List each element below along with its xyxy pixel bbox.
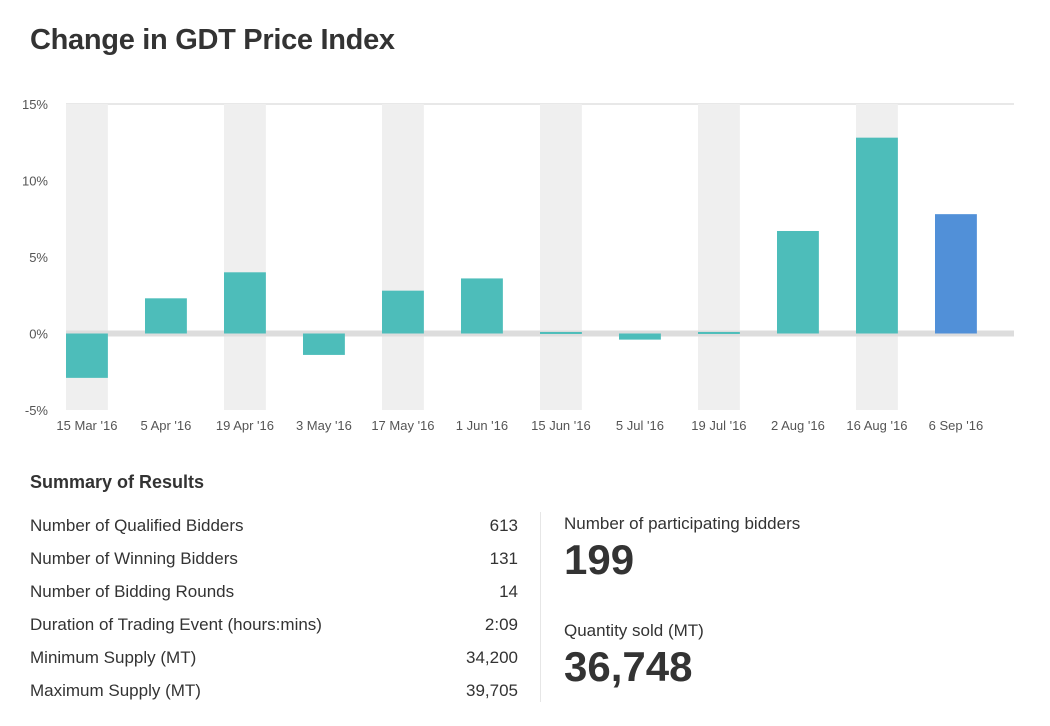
y-tick-label: 0%: [29, 327, 48, 342]
bar-11[interactable]: [856, 137, 898, 334]
x-tick-label: 2 Aug '16: [771, 418, 825, 433]
stat-label: Number of Winning Bidders: [30, 549, 238, 568]
background-band: [698, 104, 740, 410]
stat-row-bidding-rounds: Number of Bidding Rounds 14: [30, 578, 518, 611]
y-tick-label: 10%: [22, 174, 48, 189]
quantity-sold-value: 36,748: [564, 643, 693, 690]
participating-bidders-label: Number of participating bidders: [564, 514, 801, 533]
quantity-sold-label: Quantity sold (MT): [564, 621, 704, 640]
chart-title: Change in GDT Price Index: [30, 24, 395, 56]
summary-stats: Number of Qualified Bidders 613 Number o…: [30, 512, 518, 710]
stat-value: 613: [489, 516, 518, 535]
bar-1[interactable]: [66, 333, 108, 378]
bar-6[interactable]: [461, 278, 503, 334]
x-tick-label: 16 Aug '16: [846, 418, 907, 433]
background-band: [540, 104, 582, 410]
x-tick-label: 15 Mar '16: [56, 418, 117, 433]
stat-row-winning-bidders: Number of Winning Bidders 131: [30, 545, 518, 578]
bar-3[interactable]: [224, 272, 266, 334]
stat-label: Duration of Trading Event (hours:mins): [30, 615, 322, 634]
bar-12[interactable]: [935, 214, 977, 334]
summary-divider: [540, 512, 541, 702]
x-tick-label: 19 Apr '16: [216, 418, 274, 433]
price-index-bar-chart: 15% 10% 5% 0% -5% 15 Mar '16 5 Apr '16 19 Apr …: [22, 97, 1014, 433]
stat-value: 2:09: [484, 615, 518, 634]
x-tick-label: 17 May '16: [371, 418, 434, 433]
quantity-sold-block: Quantity sold (MT) 36,748: [564, 621, 704, 691]
y-tick-label: 5%: [29, 250, 48, 265]
stat-label: Maximum Supply (MT): [30, 681, 201, 700]
participating-bidders-block: Number of participating bidders 199: [564, 514, 800, 584]
stat-label: Number of Bidding Rounds: [30, 582, 235, 601]
y-tick-label: 15%: [22, 97, 48, 112]
stat-value: 39,705: [466, 681, 518, 700]
x-tick-label: 15 Jun '16: [531, 418, 591, 433]
background-band: [382, 104, 424, 410]
x-tick-label: 5 Jul '16: [616, 418, 664, 433]
bar-9[interactable]: [698, 331, 740, 334]
background-band: [224, 104, 266, 410]
bar-10[interactable]: [777, 230, 819, 334]
participating-bidders-value: 199: [564, 536, 635, 583]
stat-label: Minimum Supply (MT): [30, 648, 197, 667]
stat-row-minimum-supply: Minimum Supply (MT) 34,200: [30, 644, 518, 677]
summary-title: Summary of Results: [30, 472, 205, 492]
bar-5[interactable]: [382, 290, 424, 334]
stat-value: 131: [489, 549, 518, 568]
x-tick-label: 3 May '16: [296, 418, 352, 433]
stat-value: 14: [499, 582, 518, 601]
bar-8[interactable]: [619, 333, 661, 340]
stat-value: 34,200: [466, 648, 518, 667]
x-tick-label: 5 Apr '16: [140, 418, 191, 433]
stat-row-maximum-supply: Maximum Supply (MT) 39,705: [30, 677, 518, 710]
x-tick-label: 6 Sep '16: [929, 418, 984, 433]
bar-2[interactable]: [145, 298, 187, 334]
stat-row-qualified-bidders: Number of Qualified Bidders 613: [30, 512, 518, 545]
stat-label: Number of Qualified Bidders: [30, 516, 244, 535]
bar-7[interactable]: [540, 331, 582, 334]
bar-4[interactable]: [303, 333, 345, 355]
x-tick-label: 19 Jul '16: [691, 418, 746, 433]
x-tick-label: 1 Jun '16: [456, 418, 508, 433]
stat-row-duration: Duration of Trading Event (hours:mins) 2…: [30, 611, 518, 644]
y-tick-label: -5%: [25, 403, 49, 418]
